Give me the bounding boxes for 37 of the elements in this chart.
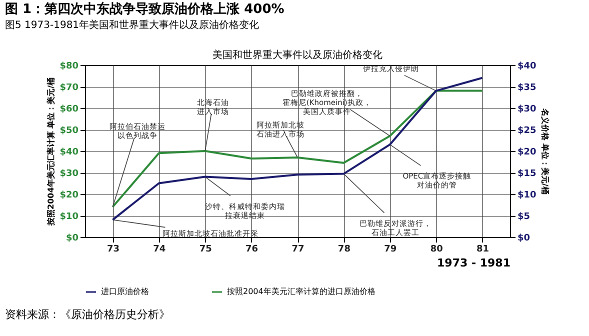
y-tick-label: $60 — [60, 104, 78, 114]
y2-tick-label: $40 — [518, 62, 536, 72]
y2-tick-label: $25 — [518, 126, 536, 136]
x-tick-label: 80 — [430, 244, 443, 254]
y2-tick-label: $35 — [518, 83, 536, 93]
x-tick-label: 75 — [199, 244, 212, 254]
y2-tick-label: $10 — [518, 190, 536, 200]
y-tick-label: $80 — [60, 62, 78, 72]
y-tick-label: $40 — [60, 148, 78, 158]
chart-title: 图 1：第四次中东战争导致原油价格上涨 400% — [5, 1, 284, 17]
x-tick-label: 78 — [338, 244, 350, 254]
y2-tick-label: $30 — [518, 104, 536, 114]
x-tick-label: 79 — [384, 244, 397, 254]
x-tick-label: 73 — [106, 244, 120, 254]
y2-tick-label: $5 — [518, 212, 530, 222]
x-axis-title: 1973 - 1981 — [437, 256, 510, 270]
y-tick-label: $50 — [60, 126, 78, 136]
y2-tick-label: $15 — [518, 169, 536, 179]
text: 美国和世界重大事件以及原油价格变化 — [212, 49, 382, 61]
chart-subtitle: 图5 1973-1981年美国和世界重大事件以及原油价格变化 — [5, 19, 260, 31]
x-tick-label: 74 — [153, 244, 166, 254]
y-axis-title: 按照2004年美元汇率计算 单位：美元/桶 — [46, 78, 56, 226]
text: 资料来源：《原油价格历史分析》 — [5, 308, 170, 321]
y2-axis-title: 名义价格 单位：美元/桶 — [540, 108, 550, 194]
x-tick-label: 81 — [476, 244, 490, 254]
y-tick-label: $70 — [60, 83, 78, 93]
y-tick-label: $20 — [60, 190, 78, 200]
y2-tick-label: $0 — [518, 234, 530, 244]
legend-label: 进口原油价格 — [101, 287, 149, 296]
line-series — [112, 76, 484, 221]
y2-tick-label: $20 — [518, 148, 536, 158]
y-tick-label: $30 — [60, 169, 78, 179]
y-tick-label: $10 — [60, 212, 78, 222]
x-tick-label: 77 — [292, 244, 304, 254]
y-tick-label: $0 — [66, 234, 78, 244]
x-tick-label: 76 — [246, 244, 258, 254]
legend-label: 按照2004年美元汇率计算的进口原油价格 — [227, 287, 376, 296]
